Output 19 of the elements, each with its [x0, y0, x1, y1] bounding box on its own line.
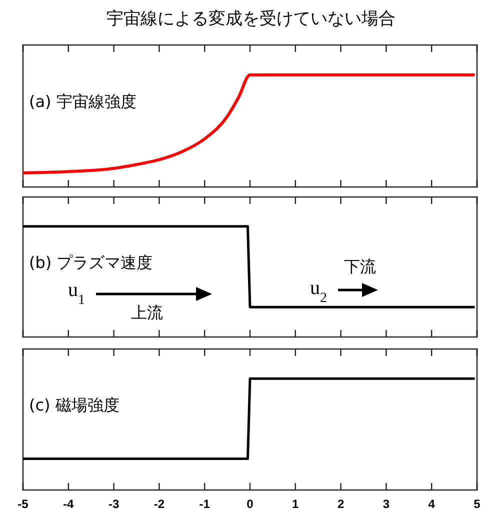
annotation: 上流 [131, 303, 163, 322]
x-tick-label: -2 [154, 497, 165, 511]
x-tick-label: 4 [428, 497, 436, 511]
x-tick-label: -3 [108, 497, 120, 511]
x-tick-label: 1 [292, 497, 300, 511]
text: (c) 磁場強度 [29, 396, 120, 415]
x-tick-label: -4 [63, 497, 74, 511]
text: (a) 宇宙線強度 [29, 92, 136, 111]
x-tick-label: 5 [474, 497, 481, 511]
x-tick-label: 2 [337, 497, 344, 511]
x-tick-label: 0 [246, 497, 254, 511]
annotation: u$_{2}$ [310, 277, 327, 306]
annotation: 下流 [344, 257, 376, 276]
annotation: u$_{1}$ [68, 279, 85, 308]
x-tick-label: 3 [382, 497, 390, 511]
x-tick-label: -1 [199, 497, 210, 511]
text: (b) プラズマ速度 [29, 252, 153, 272]
chart-title: 宇宙線による変成を受けていない場合 [106, 9, 396, 29]
x-tick-label: -5 [18, 497, 29, 511]
